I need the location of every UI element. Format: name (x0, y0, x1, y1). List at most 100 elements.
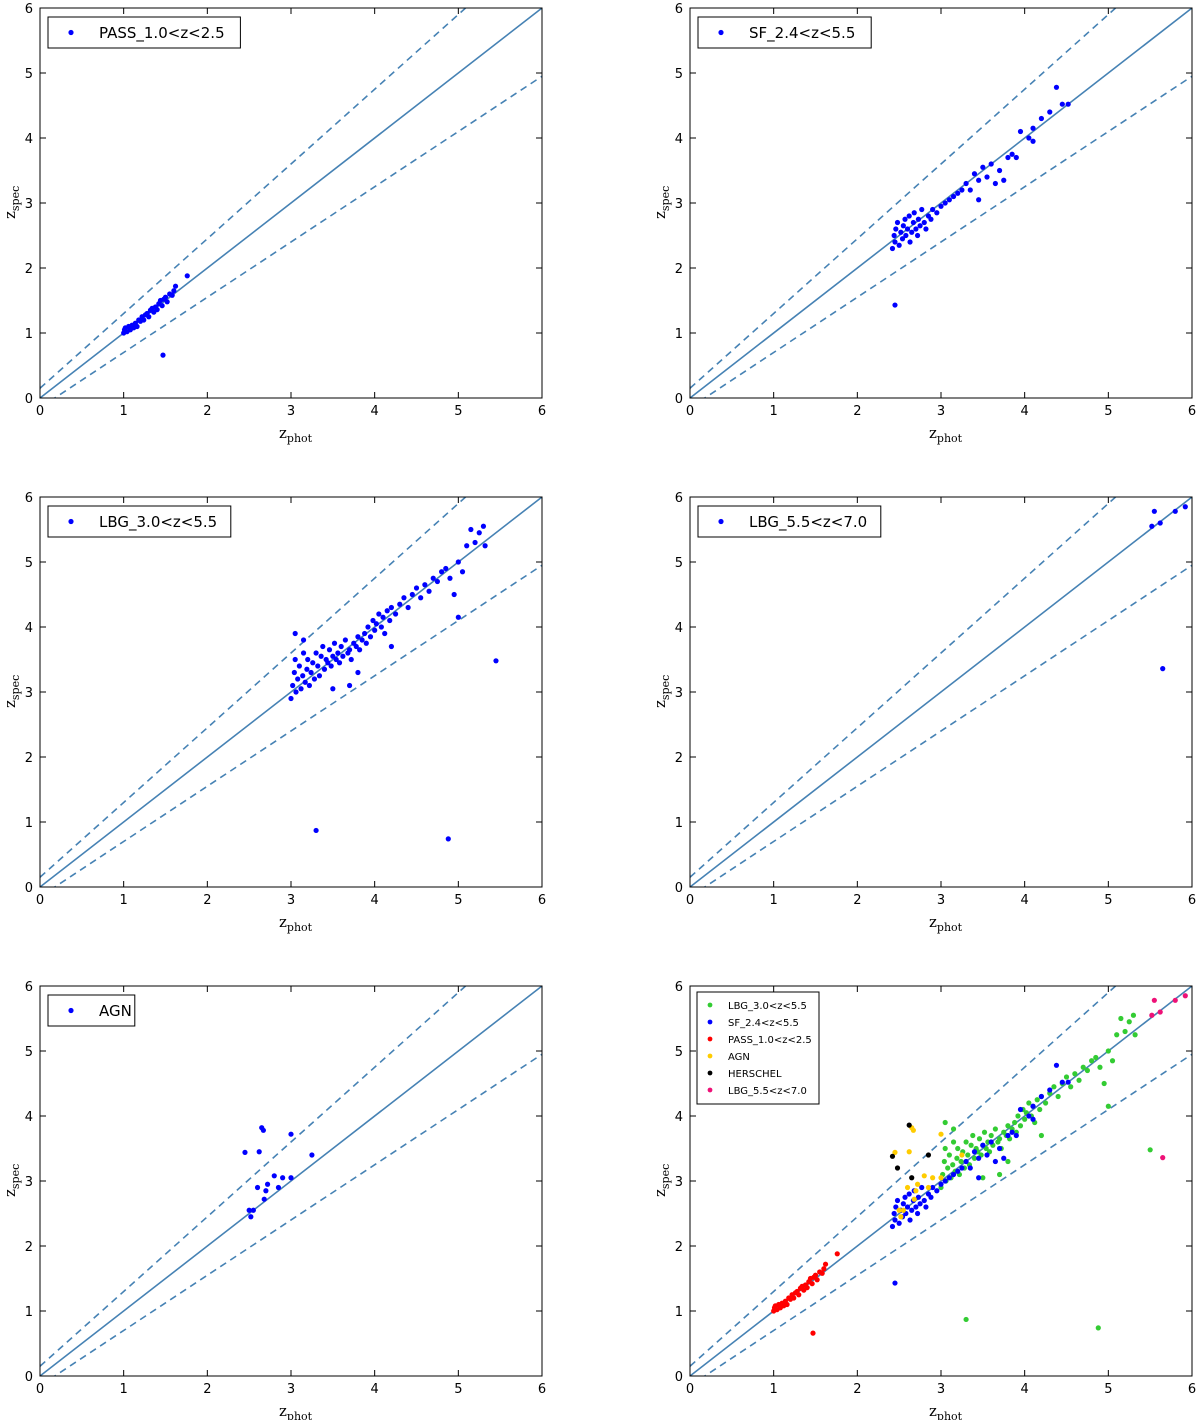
data-point (291, 669, 297, 676)
x-axis-label: zphot (929, 913, 963, 934)
data-point (384, 608, 390, 614)
series-1 (1149, 504, 1188, 672)
legend-marker (707, 1002, 713, 1008)
data-point (482, 543, 488, 549)
legend-box (696, 991, 820, 1105)
data-point (409, 591, 415, 598)
y-axis-label: zspec (1, 1164, 22, 1197)
data-point (1093, 1054, 1099, 1061)
data-point (422, 582, 428, 588)
data-point (162, 294, 169, 300)
data-point (938, 1131, 944, 1137)
data-point (376, 611, 382, 617)
data-point (992, 180, 998, 187)
y-tick-label: 2 (25, 751, 33, 766)
data-point (928, 216, 934, 222)
data-point (913, 226, 919, 232)
x-axis-label: zphot (279, 424, 313, 445)
data-point (965, 1152, 971, 1158)
data-point (914, 232, 921, 239)
data-point (812, 1272, 819, 1278)
data-point (911, 1196, 917, 1202)
data-point (896, 1220, 902, 1226)
data-point (459, 569, 466, 575)
data-point (439, 569, 445, 575)
y-tick-label: 5 (25, 67, 33, 82)
x-tick-label: 1 (770, 404, 778, 419)
y-tick-label: 4 (25, 621, 33, 636)
data-point (290, 682, 296, 689)
y-tick-label: 2 (675, 751, 683, 766)
data-point (963, 1139, 969, 1145)
data-point (976, 1155, 982, 1161)
data-point (923, 1204, 929, 1210)
legend-marker (68, 518, 74, 525)
data-point (365, 624, 371, 630)
data-point (904, 1184, 911, 1191)
data-point (1005, 154, 1011, 161)
lower-bound-line (703, 75, 1192, 398)
data-point (804, 1285, 810, 1291)
legend: AGN (47, 994, 136, 1027)
data-point (984, 1152, 990, 1158)
data-point (392, 611, 399, 617)
y-tick-label: 6 (25, 980, 33, 995)
data-point (292, 630, 298, 637)
data-point (296, 663, 302, 669)
data-point (1068, 1084, 1074, 1090)
data-point (141, 317, 147, 323)
data-point (913, 1188, 919, 1194)
lower-bound-line (53, 564, 542, 887)
data-point (1001, 177, 1007, 183)
data-point (984, 174, 990, 180)
data-point (320, 643, 326, 650)
x-tick-label: 0 (686, 893, 694, 908)
data-point (896, 242, 902, 248)
x-axis-label: zphot (279, 913, 313, 934)
data-point (357, 647, 363, 653)
data-point (1132, 1032, 1138, 1038)
one-to-one-line (40, 497, 542, 887)
x-tick-label: 0 (36, 1382, 44, 1397)
data-point (902, 216, 908, 222)
data-point (304, 666, 310, 672)
data-point (1065, 1079, 1071, 1085)
panel-4: 0 1 2 3 4 5 6 0 1 2 3 4 5 6 zphot zspec LBG_5.5<z<7.0 (651, 491, 1196, 934)
y-tick-label: 1 (675, 816, 683, 831)
y-axis-label-sub: spec (659, 1164, 672, 1189)
legend: LBG_3.0<z<5.5 (47, 505, 232, 538)
data-point (355, 669, 361, 676)
y-tick-label: 0 (675, 881, 683, 896)
data-point (355, 634, 361, 640)
data-point (164, 299, 170, 305)
x-tick-label: 4 (1021, 893, 1029, 908)
data-point (171, 288, 177, 294)
data-point (894, 1165, 901, 1171)
legend-box (697, 16, 872, 49)
legend-box (47, 16, 241, 49)
data-point (958, 1158, 964, 1165)
data-point (405, 604, 411, 611)
data-point (146, 314, 152, 320)
data-point (950, 1139, 957, 1145)
data-point (911, 210, 917, 216)
data-point (493, 658, 499, 664)
x-tick-label: 3 (937, 893, 945, 908)
one-to-one-line (40, 8, 542, 398)
x-tick-label: 0 (36, 893, 44, 908)
data-point (892, 1217, 898, 1223)
data-point (959, 1165, 965, 1171)
data-point (889, 1223, 896, 1230)
data-point (311, 676, 318, 682)
one-to-one-line (690, 497, 1192, 887)
data-point (1038, 115, 1044, 122)
data-point (256, 1149, 262, 1155)
data-point (1017, 1123, 1024, 1129)
y-axis-label: zspec (651, 1164, 672, 1197)
series-5 (889, 1122, 932, 1181)
x-tick-label: 5 (454, 893, 462, 908)
data-point (909, 1175, 915, 1181)
data-point (946, 1175, 952, 1181)
data-point (1182, 993, 1188, 999)
data-point (942, 1119, 948, 1126)
